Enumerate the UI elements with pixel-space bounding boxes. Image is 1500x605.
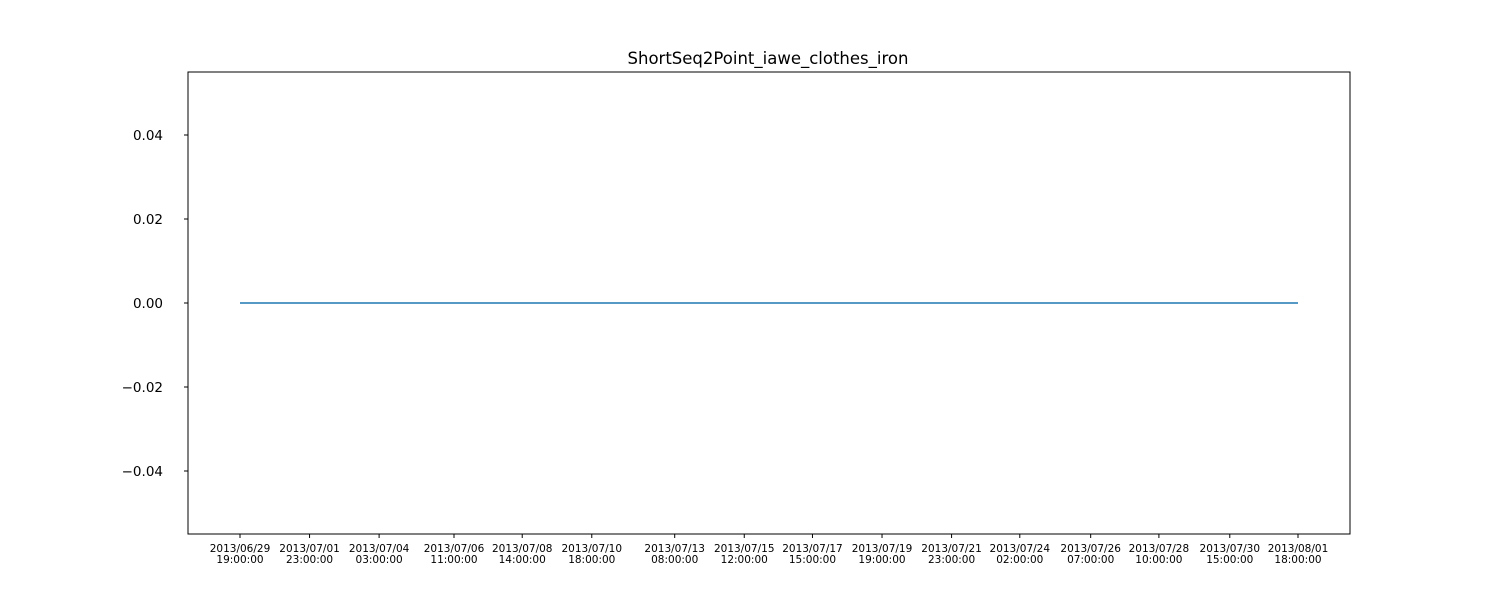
y-tick-label: −0.04	[122, 464, 163, 480]
y-axis: 0.04 0.02 0.00 −0.02 −0.04	[122, 128, 188, 480]
x-tick-time: 23:00:00	[928, 554, 975, 566]
x-tick-time: 19:00:00	[216, 554, 263, 566]
x-tick-label: 2013/07/28 10:00:00	[1129, 543, 1190, 566]
x-tick-date: 2013/07/01	[279, 543, 340, 555]
x-tick-label: 2013/07/24 02:00:00	[990, 543, 1051, 566]
x-tick-label: 2013/07/04 03:00:00	[349, 543, 410, 566]
x-tick-label: 2013/08/01 18:00:00	[1268, 543, 1329, 566]
x-tick-time: 15:00:00	[1206, 554, 1253, 566]
x-tick-time: 18:00:00	[568, 554, 615, 566]
x-tick-date: 2013/07/13	[644, 543, 705, 555]
x-tick-time: 14:00:00	[499, 554, 546, 566]
x-tick-time: 19:00:00	[858, 554, 905, 566]
x-tick-label: 2013/07/13 08:00:00	[644, 543, 705, 566]
x-tick-time: 03:00:00	[356, 554, 403, 566]
x-tick-time: 12:00:00	[721, 554, 768, 566]
x-tick-date: 2013/06/29	[210, 543, 271, 555]
x-tick-label: 2013/07/21 23:00:00	[921, 543, 982, 566]
x-tick-date: 2013/07/06	[424, 543, 485, 555]
x-tick-label: 2013/07/01 23:00:00	[279, 543, 340, 566]
x-tick-date: 2013/07/04	[349, 543, 410, 555]
x-tick-label: 2013/06/29 19:00:00	[210, 543, 271, 566]
x-tick-label: 2013/07/06 11:00:00	[424, 543, 485, 566]
x-tick-time: 15:00:00	[789, 554, 836, 566]
x-tick-time: 18:00:00	[1274, 554, 1321, 566]
x-tick-label: 2013/07/30 15:00:00	[1200, 543, 1261, 566]
y-tick-label: 0.04	[133, 128, 163, 144]
x-tick-time: 02:00:00	[996, 554, 1043, 566]
chart-title: ShortSeq2Point_iawe_clothes_iron	[628, 49, 909, 69]
x-tick-date: 2013/07/08	[492, 543, 553, 555]
x-tick-date: 2013/07/30	[1200, 543, 1261, 555]
y-tick-label: 0.00	[133, 296, 163, 312]
y-tick-label: 0.02	[133, 212, 163, 228]
x-tick-label: 2013/07/08 14:00:00	[492, 543, 553, 566]
x-tick-time: 23:00:00	[286, 554, 333, 566]
x-tick-date: 2013/07/24	[990, 543, 1051, 555]
x-tick-time: 07:00:00	[1067, 554, 1114, 566]
x-tick-time: 10:00:00	[1135, 554, 1182, 566]
x-tick-label: 2013/07/15 12:00:00	[714, 543, 775, 566]
x-tick-label: 2013/07/19 19:00:00	[852, 543, 913, 566]
x-tick-date: 2013/07/26	[1060, 543, 1121, 555]
x-tick-label: 2013/07/10 18:00:00	[562, 543, 623, 566]
x-tick-time: 11:00:00	[430, 554, 477, 566]
x-tick-date: 2013/07/15	[714, 543, 775, 555]
x-tick-time: 08:00:00	[651, 554, 698, 566]
x-tick-date: 2013/07/17	[782, 543, 843, 555]
x-tick-label: 2013/07/26 07:00:00	[1060, 543, 1121, 566]
x-tick-date: 2013/07/19	[852, 543, 913, 555]
x-tick-date: 2013/07/21	[921, 543, 982, 555]
plot-frame	[187, 71, 1351, 535]
y-tick-label: −0.02	[122, 380, 163, 396]
x-tick-date: 2013/07/28	[1129, 543, 1190, 555]
x-tick-date: 2013/08/01	[1268, 543, 1329, 555]
x-tick-label: 2013/07/17 15:00:00	[782, 543, 843, 566]
x-tick-date: 2013/07/10	[562, 543, 623, 555]
